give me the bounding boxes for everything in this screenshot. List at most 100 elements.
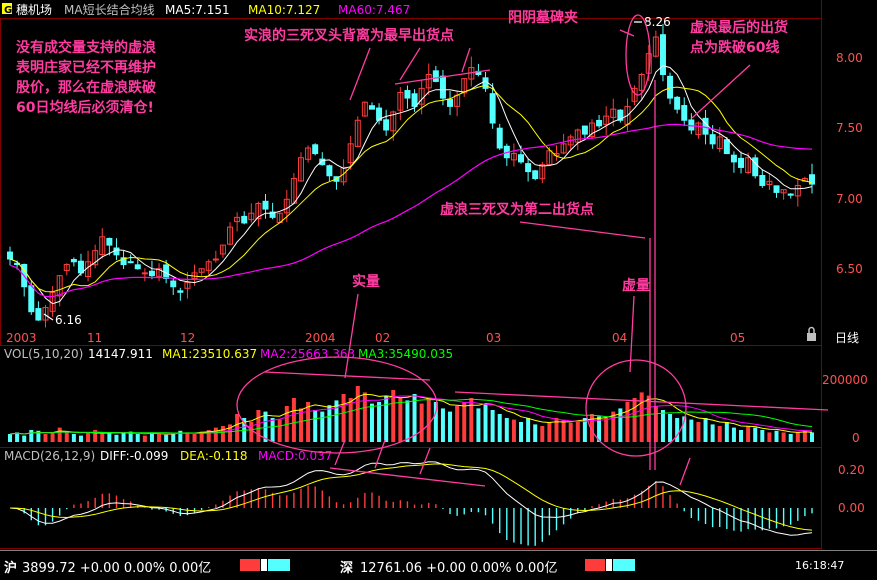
candle-body	[794, 184, 801, 197]
vol-ma3-line	[9, 398, 813, 435]
volume-bar	[320, 411, 325, 442]
candle-body	[780, 189, 787, 194]
price-tick-label: 7.00	[836, 192, 863, 206]
volume-bar	[334, 400, 339, 442]
macd-value: MACD:0.037	[258, 449, 332, 463]
volume-bar	[668, 414, 673, 442]
candle-body	[170, 280, 177, 288]
lock-icon[interactable]	[807, 326, 816, 342]
vol-value: 14147.911	[88, 347, 153, 361]
volume-bar	[746, 426, 751, 442]
volume-bar	[206, 430, 211, 442]
candle-body	[148, 270, 155, 277]
candle-body	[92, 250, 99, 266]
volume-bar	[469, 398, 474, 442]
volume-bar	[426, 398, 431, 442]
volume-bar	[178, 430, 183, 442]
volume-bar	[93, 430, 98, 442]
status-bar: 沪 3899.72 +0.00 0.00% 0.00亿 深 12761.06 +…	[0, 550, 877, 580]
macd-trend-line	[329, 467, 486, 487]
sh-breadth-bar	[240, 559, 292, 571]
candle-body	[397, 92, 404, 111]
volume-bar	[455, 406, 460, 442]
volume-bar	[717, 426, 722, 442]
sz-index-value[interactable]: 12761.06 +0.00 0.00% 0.00亿	[360, 561, 558, 576]
volume-bar	[270, 418, 275, 442]
candle-body	[134, 264, 141, 270]
candle-body	[702, 117, 709, 135]
candle-body	[326, 165, 333, 177]
volume-bar	[511, 419, 516, 442]
real-wave-note: 实浪的三死叉头背离为最早出货点	[244, 27, 454, 44]
fake-volume-label: 虚量	[622, 277, 650, 294]
candle-body	[177, 290, 184, 293]
volume-bar	[753, 427, 758, 442]
volume-bar	[554, 418, 559, 442]
candle-body	[411, 93, 418, 107]
trend-line	[394, 69, 491, 85]
vol-ma3-value: MA3:35490.035	[358, 347, 453, 361]
candle-body	[603, 115, 610, 125]
arrow-line	[679, 457, 691, 486]
diff-value: DIFF:-0.099	[100, 449, 168, 463]
volume-bar	[15, 432, 20, 442]
volume-bar	[767, 432, 772, 442]
volume-bar	[220, 426, 225, 442]
volume-bar	[341, 394, 346, 442]
price-tick-label: 7.50	[836, 121, 863, 135]
volume-bar	[164, 434, 169, 442]
volume-bar	[256, 410, 261, 442]
volume-bar	[114, 434, 119, 442]
volume-bar	[788, 434, 793, 442]
volume-bar	[228, 424, 233, 442]
real-volume-label: 实量	[352, 273, 380, 290]
arrow-line	[519, 221, 646, 239]
low-price-label: 6.16	[55, 313, 82, 327]
chart-canvas[interactable]: 8.00 7.50 7.00 6.50 200000 0 0.20 0.00 2…	[0, 0, 877, 550]
candle-body	[759, 175, 766, 186]
candle-body	[127, 261, 134, 264]
candle-body	[539, 164, 546, 180]
volume-bar	[398, 398, 403, 442]
volume-bar	[448, 411, 453, 442]
candle-body	[723, 139, 730, 155]
candle-body	[773, 185, 780, 193]
candle-body	[610, 108, 617, 118]
candle-body	[70, 258, 77, 263]
candle-body	[106, 237, 113, 246]
candle-body	[489, 93, 496, 124]
price-header: G 穗机场 MA短长结合均线 MA5:7.151 MA10:7.127 MA60…	[2, 2, 410, 17]
real-volume-ellipse	[236, 356, 438, 454]
time-tick-label: 12	[180, 331, 195, 345]
candle-body	[113, 247, 120, 256]
candle-body	[447, 98, 454, 107]
macd-histogram	[16, 481, 813, 546]
candle-body	[461, 78, 468, 94]
candle-body	[305, 147, 312, 160]
volume-header: VOL(5,10,20) 14147.911 MA1:23510.637 MA2…	[4, 347, 453, 361]
candle-body	[716, 136, 723, 149]
candle-body	[617, 109, 624, 121]
volume-bar	[682, 416, 687, 442]
candle-body	[404, 90, 411, 99]
volume-bar	[192, 434, 197, 442]
period-label[interactable]: 日线	[835, 331, 859, 345]
app-logo: G	[4, 5, 12, 16]
candle-body	[99, 236, 106, 256]
volume-bars	[8, 386, 814, 442]
ma60-line	[9, 123, 813, 298]
arrow-line	[399, 47, 421, 81]
macd-lines	[9, 461, 813, 536]
volume-bar	[625, 402, 630, 442]
time-tick-label: 2003	[6, 331, 37, 345]
stock-name: 穗机场	[16, 3, 52, 17]
volume-bar	[57, 427, 62, 442]
volume-bar	[213, 427, 218, 442]
candle-body	[787, 193, 794, 196]
volume-bar	[689, 419, 694, 442]
vol-label: VOL(5,10,20)	[4, 347, 83, 361]
sh-index-value[interactable]: 3899.72 +0.00 0.00% 0.00亿	[22, 561, 212, 576]
volume-bar	[377, 402, 382, 442]
volume-bar	[100, 434, 105, 442]
